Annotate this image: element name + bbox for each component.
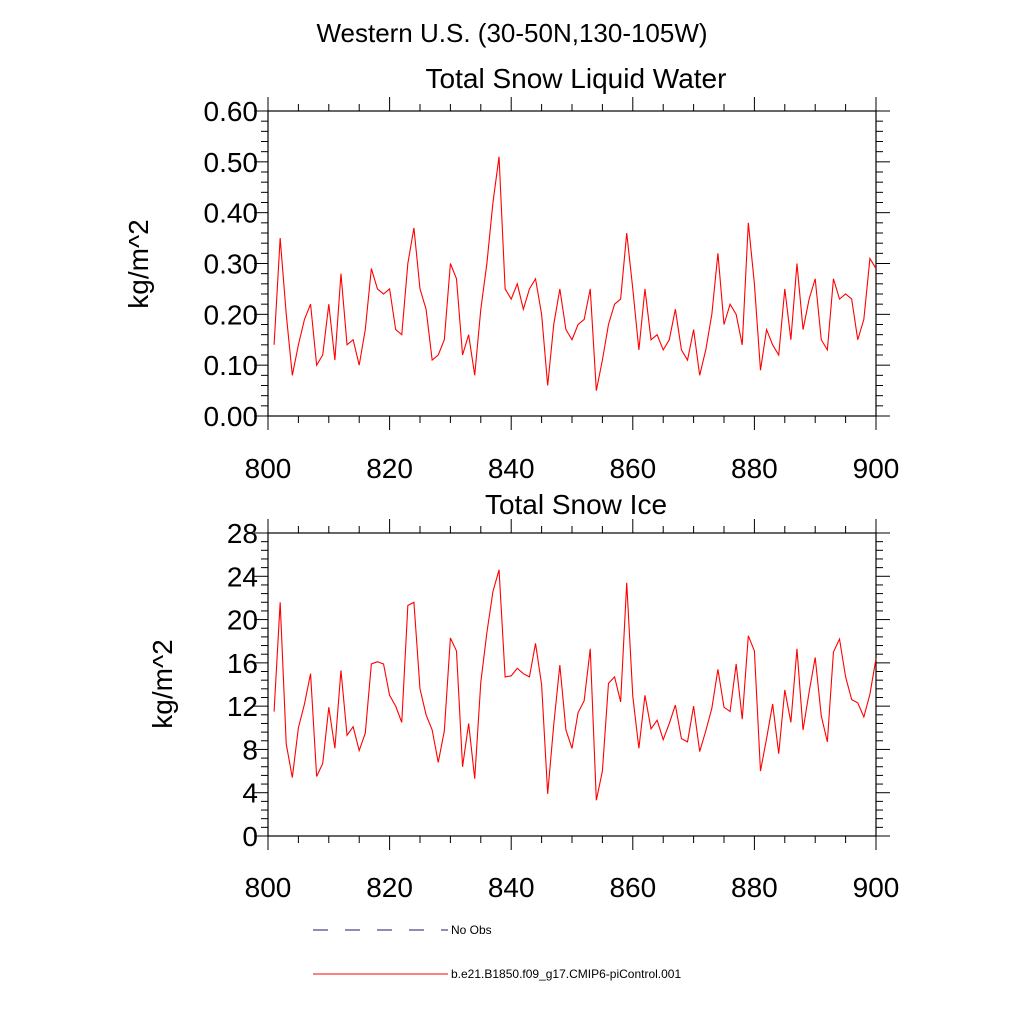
plot-frame [267, 110, 877, 417]
x-tick-label: 860 [609, 872, 656, 903]
y-tick-label: 8 [242, 734, 258, 765]
chart-title: Total Snow Liquid Water [426, 63, 727, 94]
x-tick-label: 880 [731, 453, 778, 484]
series-line-1 [273, 569, 877, 801]
y-tick-label: 0.00 [204, 401, 259, 432]
x-tick-label: 800 [245, 453, 292, 484]
x-tick-label: 840 [488, 453, 535, 484]
series-line-1 [273, 156, 877, 391]
y-tick-label: 0.50 [204, 147, 259, 178]
y-tick-label: 0.40 [204, 198, 259, 229]
y-tick-label: 0 [242, 821, 258, 852]
x-tick-label: 900 [853, 453, 900, 484]
axis-ticks: 800 820 840 860 880 900 0 4 8 12 16 20 24 28 [227, 518, 900, 903]
y-tick-label: 0.30 [204, 249, 259, 280]
chart-panel-1: Total Snow Liquid Water kg/m^2 800 820 840 86… [123, 63, 899, 484]
x-tick-label: 840 [488, 872, 535, 903]
x-tick-label: 880 [731, 872, 778, 903]
y-tick-label: 4 [242, 778, 258, 809]
y-axis-label: kg/m^2 [123, 219, 154, 308]
legend: No Obs b.e21.B1850.f09_g17.CMIP6-piContro… [313, 923, 681, 981]
axis-ticks: 800 820 840 860 880 900 0.00 0.10 0.20 0.30 0.40 0.… [204, 96, 900, 484]
chart-title: Total Snow Ice [485, 489, 667, 520]
legend-label-2: b.e21.B1850.f09_g17.CMIP6-piControl.001 [451, 967, 681, 981]
y-tick-label: 0.60 [204, 96, 259, 127]
y-tick-label: 0.20 [204, 299, 259, 330]
legend-label-1: No Obs [451, 923, 492, 937]
y-tick-label: 28 [227, 518, 258, 549]
x-tick-label: 820 [366, 872, 413, 903]
y-tick-label: 20 [227, 605, 258, 636]
plot-frame [267, 532, 877, 837]
y-tick-label: 12 [227, 691, 258, 722]
figure-title: Western U.S. (30-50N,130-105W) [316, 18, 707, 48]
x-tick-label: 800 [245, 872, 292, 903]
y-tick-label: 16 [227, 648, 258, 679]
y-axis-label: kg/m^2 [147, 639, 178, 728]
x-tick-label: 860 [609, 453, 656, 484]
x-tick-label: 820 [366, 453, 413, 484]
x-tick-label: 900 [853, 872, 900, 903]
y-tick-label: 0.10 [204, 350, 259, 381]
y-tick-label: 24 [227, 561, 258, 592]
